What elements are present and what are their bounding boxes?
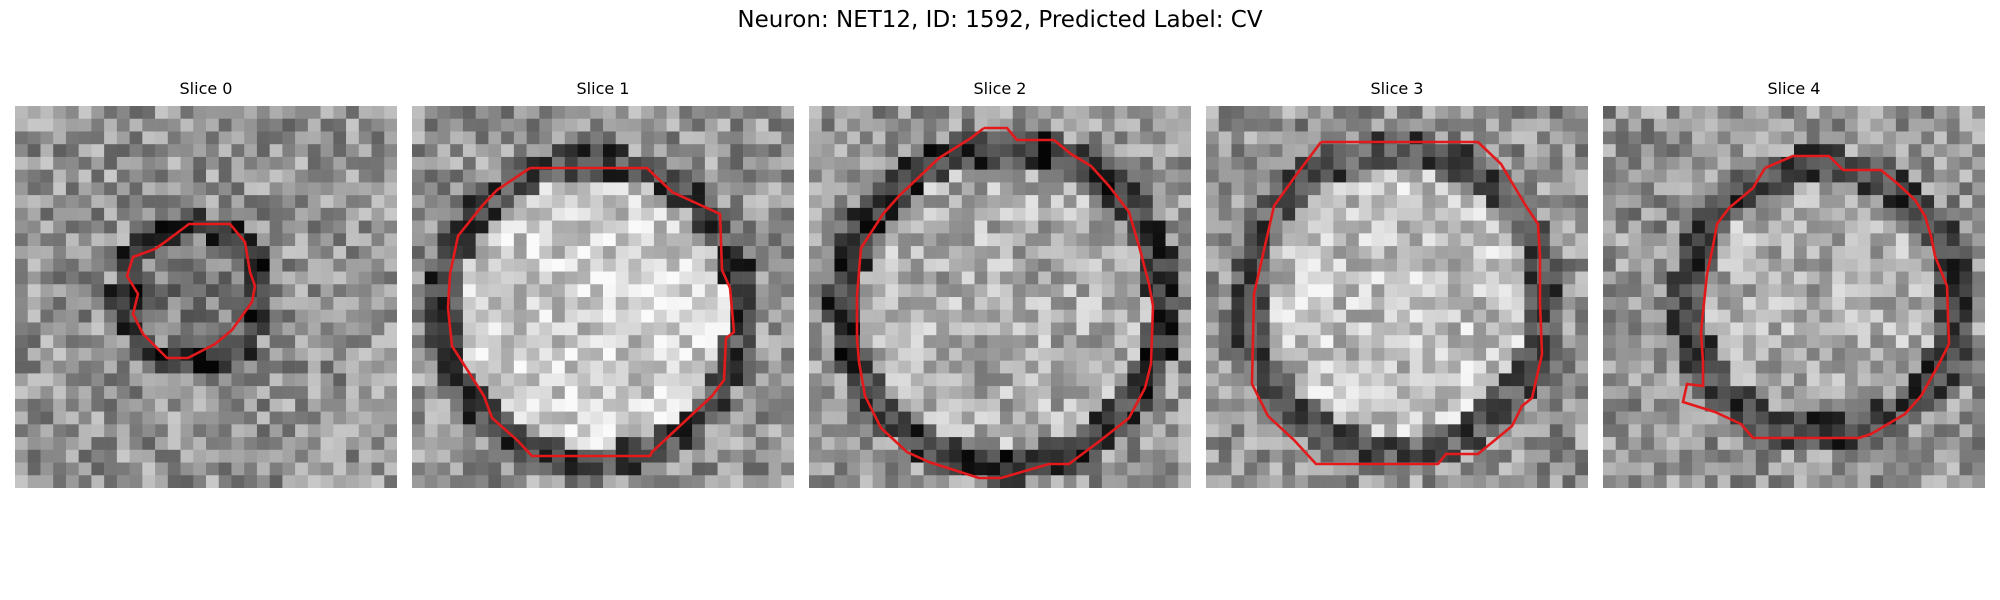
slice-panel-4: Slice 4 (1603, 79, 1985, 488)
slice-panel-2: Slice 2 (809, 79, 1191, 488)
slice-image (809, 106, 1191, 488)
slice-image (15, 106, 397, 488)
grayscale-pixels (809, 106, 1191, 488)
slice-image (412, 106, 794, 488)
slice-title: Slice 0 (179, 79, 233, 98)
slice-title: Slice 4 (1767, 79, 1821, 98)
slice-image (1206, 106, 1588, 488)
slice-panel-1: Slice 1 (412, 79, 794, 488)
grayscale-pixels (15, 106, 397, 488)
slice-image (1603, 106, 1985, 488)
segmentation-contour (855, 126, 1155, 480)
slice-title: Slice 2 (973, 79, 1027, 98)
grayscale-pixels (412, 106, 794, 488)
slice-title: Slice 3 (1370, 79, 1424, 98)
segmentation-contour (1681, 154, 1951, 440)
slice-panel-0: Slice 0 (15, 79, 397, 488)
slice-title: Slice 1 (576, 79, 630, 98)
figure-title: Neuron: NET12, ID: 1592, Predicted Label… (737, 7, 1263, 33)
segmentation-contour (1250, 140, 1544, 466)
segmentation-contour (125, 222, 257, 360)
segmentation-contour (446, 166, 736, 458)
slice-panel-3: Slice 3 (1206, 79, 1588, 488)
grayscale-pixels (1603, 106, 1985, 488)
grayscale-pixels (1206, 106, 1588, 488)
